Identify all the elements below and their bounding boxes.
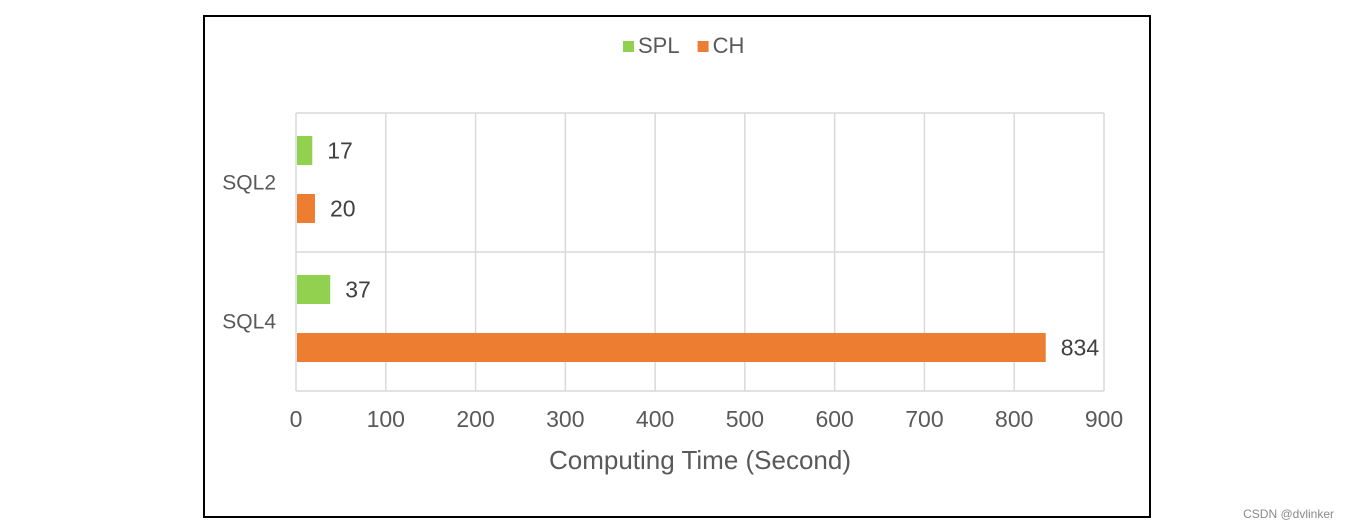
x-tick-label-0: 0 xyxy=(290,406,303,432)
x-tick-label-900: 900 xyxy=(1085,406,1123,432)
legend-swatch-ch xyxy=(697,41,709,52)
bar-spl-sql4 xyxy=(297,275,331,304)
category-label-sql4: SQL4 xyxy=(222,311,276,334)
x-axis-title: Computing Time (Second) xyxy=(549,445,851,475)
gridlines xyxy=(295,112,1105,392)
x-tick-label-300: 300 xyxy=(546,406,584,432)
x-tick-label-400: 400 xyxy=(636,406,674,432)
x-tick-label-800: 800 xyxy=(995,406,1033,432)
data-labels: 17 20 37 834 xyxy=(327,138,1099,361)
x-tick-label-200: 200 xyxy=(456,406,494,432)
legend: SPL CH xyxy=(623,33,744,58)
bar-ch-sql2 xyxy=(297,194,315,223)
x-tick-label-500: 500 xyxy=(726,406,764,432)
category-label-sql2: SQL2 xyxy=(222,172,276,195)
category-labels: SQL2 SQL4 xyxy=(222,172,276,334)
bar-spl-sql2 xyxy=(297,136,313,165)
x-tick-label-600: 600 xyxy=(815,406,853,432)
data-label-ch-sql2: 20 xyxy=(330,196,356,222)
data-label-ch-sql4: 834 xyxy=(1061,335,1100,361)
data-label-spl-sql2: 17 xyxy=(327,138,353,164)
watermark: CSDN @dvlinker xyxy=(1243,507,1334,521)
x-tick-label-700: 700 xyxy=(905,406,943,432)
chart-frame: 17 20 37 834 0 100 200 300 400 500 600 700 800 900 S… xyxy=(203,15,1151,518)
bar-ch-sql4 xyxy=(297,333,1046,362)
legend-label-ch: CH xyxy=(713,33,745,58)
bars xyxy=(297,136,1046,362)
x-axis-ticks: 0 100 200 300 400 500 600 700 800 900 xyxy=(290,406,1124,432)
legend-swatch-spl xyxy=(623,41,634,52)
data-label-spl-sql4: 37 xyxy=(345,277,371,303)
x-tick-label-100: 100 xyxy=(367,406,405,432)
bar-chart: 17 20 37 834 0 100 200 300 400 500 600 700 800 900 S… xyxy=(222,33,1124,475)
legend-label-spl: SPL xyxy=(638,33,680,58)
